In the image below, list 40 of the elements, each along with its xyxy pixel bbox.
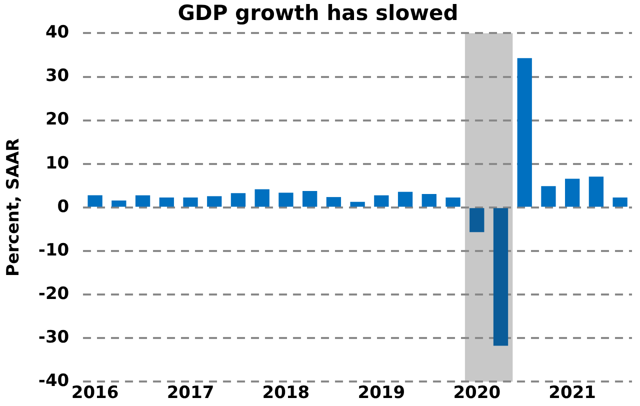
bar: [112, 200, 126, 207]
x-tick-label: 2016: [71, 383, 119, 404]
bar: [302, 190, 318, 207]
bar: [470, 208, 484, 232]
x-tick-label: 2020: [453, 383, 501, 404]
y-tick-label: -30: [38, 327, 70, 348]
bar: [374, 195, 389, 207]
bar: [541, 186, 556, 207]
bar: [159, 197, 174, 207]
bar: [183, 197, 198, 207]
bar: [422, 194, 436, 207]
bar: [254, 189, 270, 207]
bar: [207, 196, 222, 207]
y-tick-label: -40: [38, 371, 70, 392]
bar: [278, 192, 294, 207]
y-tick-label: 30: [45, 66, 70, 86]
y-tick-label: 40: [45, 22, 70, 43]
y-tick-label: -10: [38, 240, 70, 260]
bar: [565, 178, 580, 207]
y-tick-label: -20: [38, 284, 70, 304]
bar: [517, 58, 532, 207]
y-axis-title: Percent, SAAR: [4, 138, 24, 277]
chart-title: GDP growth has slowed: [178, 1, 458, 26]
x-tick-label: 2018: [262, 383, 310, 404]
y-tick-label: 10: [45, 153, 70, 174]
bar: [135, 195, 150, 207]
y-tick-label: 20: [45, 110, 70, 130]
bar: [350, 202, 365, 207]
bar: [398, 192, 413, 207]
bar: [493, 208, 508, 346]
y-tick-label: 0: [57, 196, 70, 217]
bar: [588, 176, 604, 207]
bar: [446, 197, 460, 207]
x-tick-label: 2017: [166, 383, 214, 404]
bar: [326, 197, 342, 207]
x-tick-label: 2019: [358, 383, 406, 404]
bar: [88, 195, 102, 207]
bar: [230, 193, 246, 207]
x-tick-label: 2021: [548, 383, 596, 404]
bar: [612, 197, 628, 207]
